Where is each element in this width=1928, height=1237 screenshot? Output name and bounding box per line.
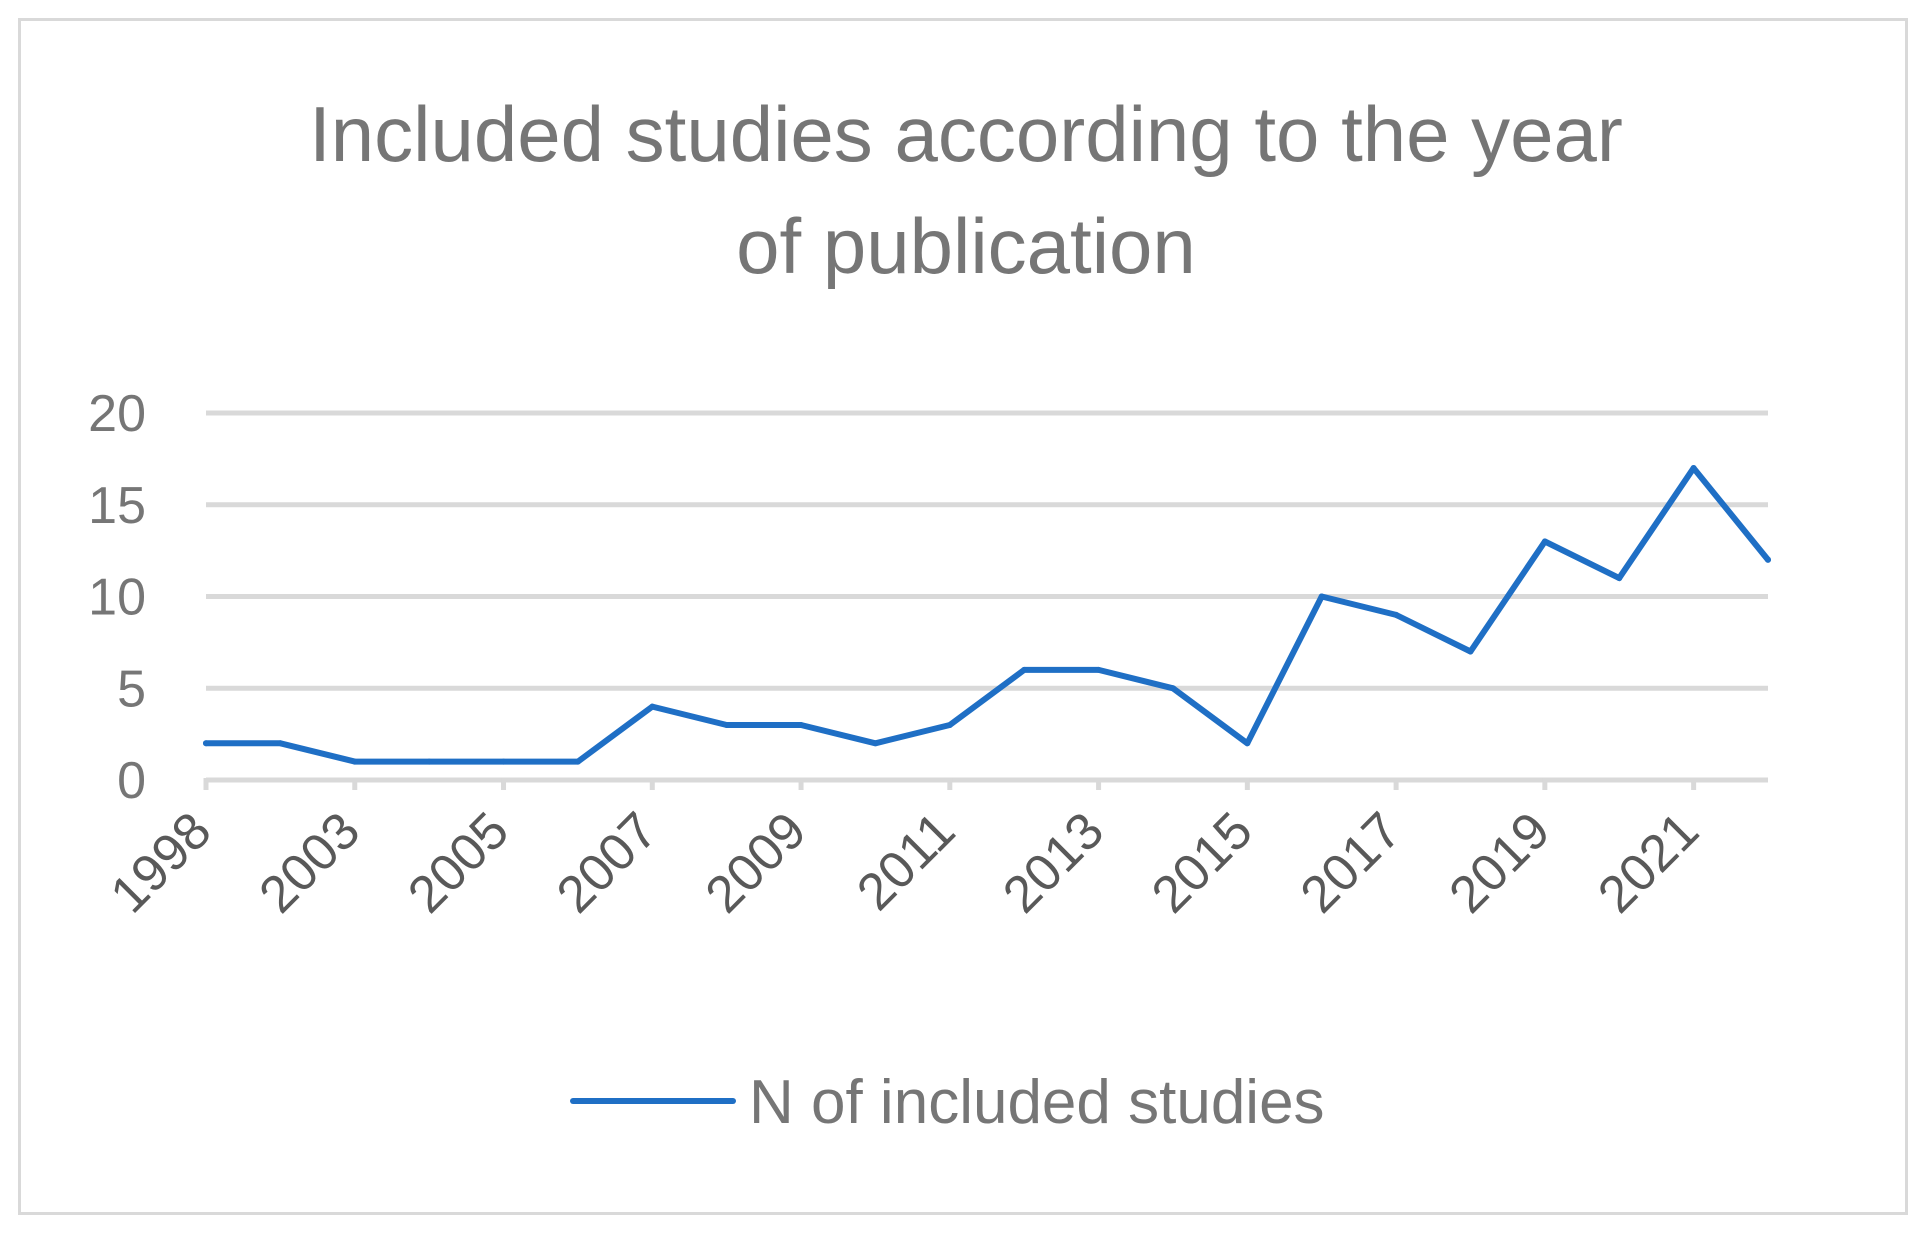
data-point — [1541, 538, 1548, 545]
x-tick-label: 2007 — [546, 801, 669, 924]
data-point — [277, 740, 284, 747]
x-axis-labels: 1998 2003 2005 2007 2009 2011 2013 2015 2017 2019… — [100, 801, 1710, 924]
data-point — [351, 758, 358, 765]
data-point — [946, 721, 953, 728]
legend-label: N of included studies — [749, 1068, 1325, 1137]
line-chart: Included studies according to the year o… — [88, 90, 1771, 1137]
data-point — [203, 740, 209, 747]
x-tick-label: 2013 — [992, 801, 1115, 924]
data-point — [1244, 740, 1251, 747]
data-point — [1690, 465, 1697, 472]
data-point — [723, 721, 730, 728]
data-point — [872, 740, 879, 747]
legend: N of included studies — [570, 1068, 1325, 1137]
x-axis — [203, 777, 1768, 790]
data-point — [798, 721, 805, 728]
y-tick-label: 0 — [117, 752, 146, 810]
y-tick-label: 15 — [88, 477, 146, 535]
data-point — [1021, 666, 1028, 673]
chart-title-line-2: of publication — [736, 202, 1196, 290]
series-line — [203, 465, 1771, 765]
data-point — [1318, 593, 1325, 600]
data-point — [1095, 666, 1102, 673]
x-tick-label: 2015 — [1141, 801, 1264, 924]
x-tick-label: 2005 — [397, 801, 520, 924]
data-point — [574, 758, 581, 765]
chart-frame: Included studies according to the year o… — [18, 18, 1908, 1215]
x-tick-label: 2019 — [1439, 801, 1562, 924]
data-point — [426, 758, 433, 765]
x-tick-label: 2003 — [248, 801, 371, 924]
data-point — [649, 703, 656, 710]
data-point — [1616, 575, 1623, 582]
x-tick-label: 1998 — [100, 801, 223, 924]
y-tick-label: 20 — [88, 385, 146, 443]
data-point — [1393, 611, 1400, 618]
data-point — [1169, 685, 1176, 692]
x-tick-label: 2021 — [1587, 801, 1710, 924]
y-axis-labels: 0 5 10 15 20 — [88, 385, 146, 810]
x-tick-label: 2011 — [846, 801, 966, 921]
data-point — [1765, 556, 1771, 563]
x-tick-label: 2009 — [695, 801, 818, 924]
data-point — [500, 758, 507, 765]
y-tick-label: 5 — [117, 660, 146, 718]
chart-title-line-1: Included studies according to the year — [309, 90, 1623, 178]
gridlines — [206, 410, 1768, 691]
x-tick-label: 2017 — [1290, 801, 1413, 924]
data-point — [1467, 648, 1474, 655]
series-layer — [203, 465, 1771, 765]
y-tick-label: 10 — [88, 569, 146, 627]
